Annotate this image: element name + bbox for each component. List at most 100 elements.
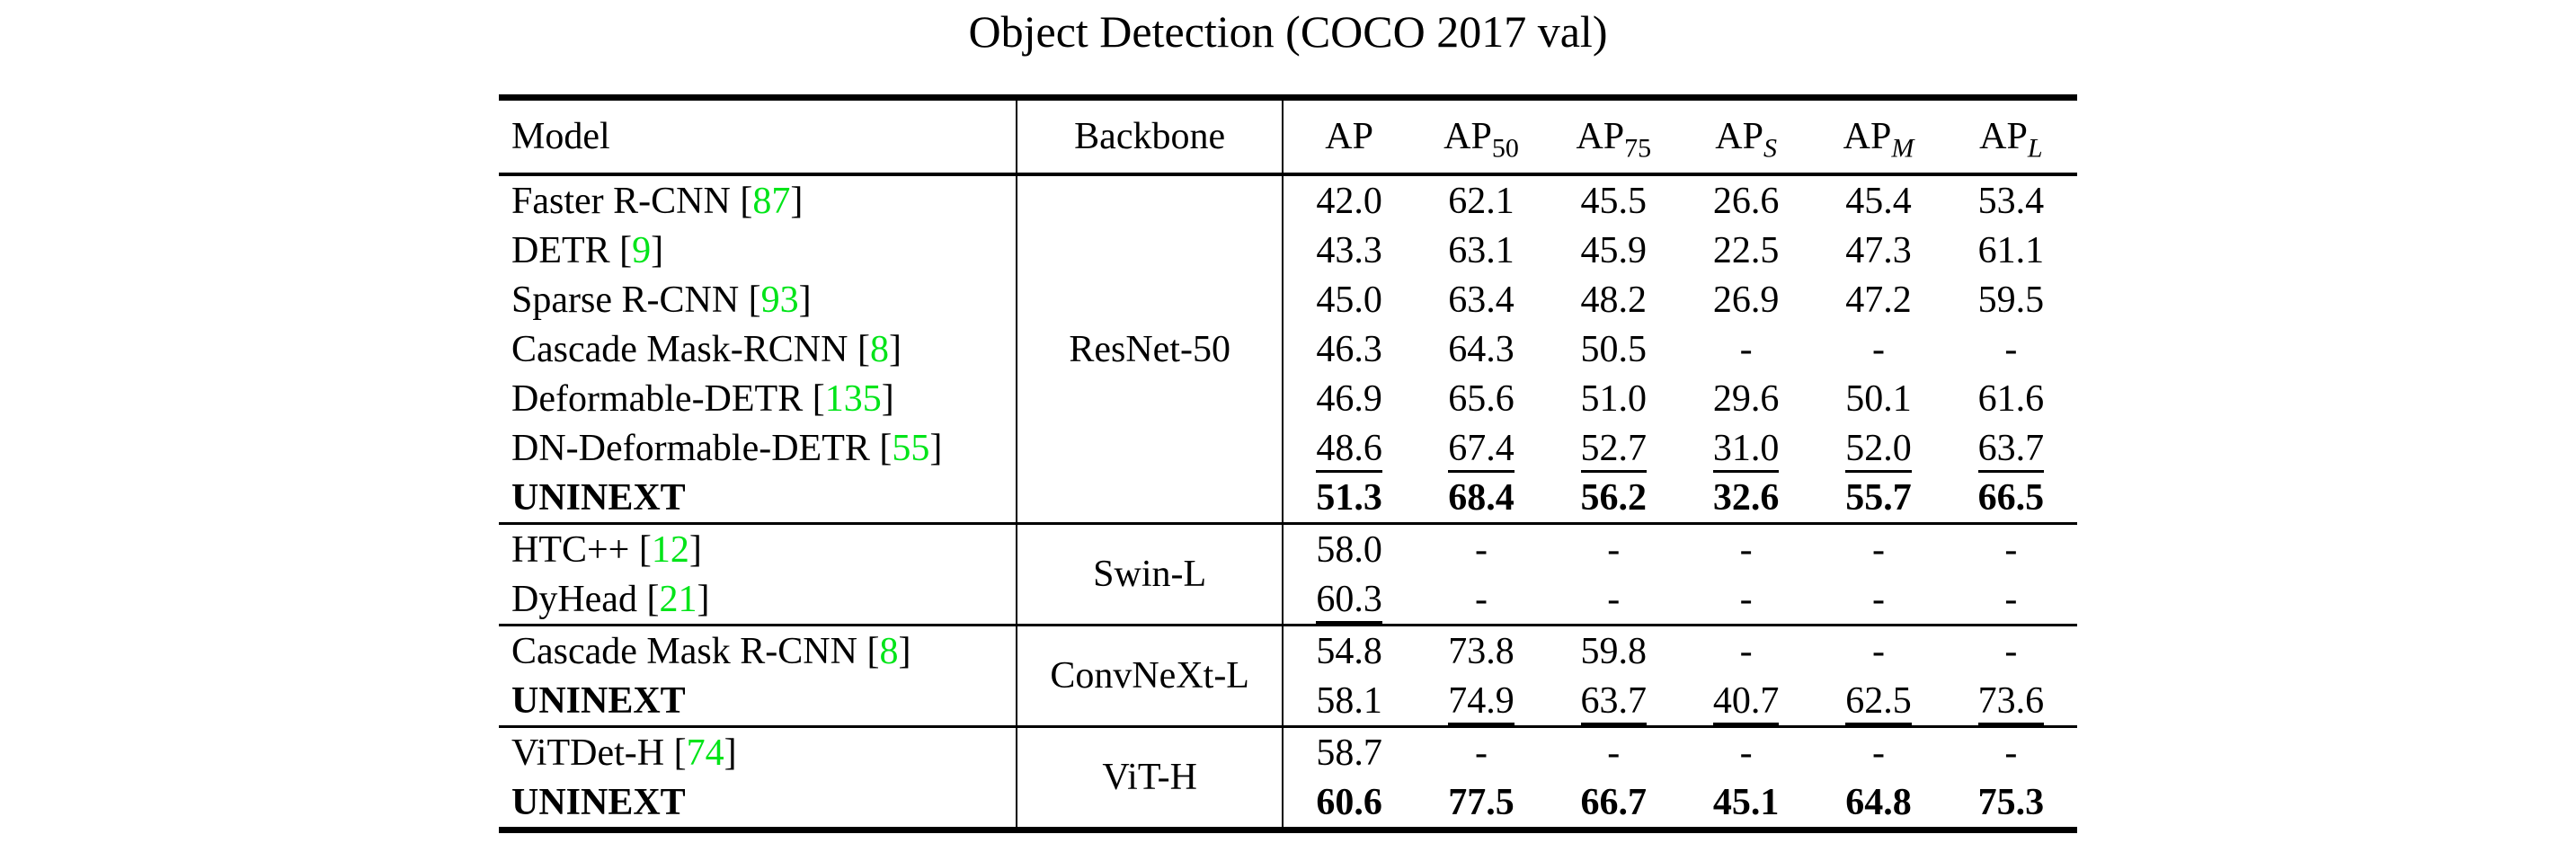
model-cell: UNINEXT	[499, 473, 1018, 524]
metric-value: -	[1871, 578, 1885, 620]
metric-value: 50.1	[1845, 377, 1912, 420]
column-header-aps: APS	[1679, 97, 1813, 176]
metric-value: 64.3	[1448, 328, 1515, 370]
metric-value: 66.7	[1580, 781, 1648, 823]
model-cell: Deformable-DETR [135]	[499, 374, 1018, 423]
model-cell: DETR [9]	[499, 226, 1018, 275]
metric-value: 51.3	[1316, 476, 1382, 519]
metric-value: 60.3	[1283, 574, 1415, 626]
metric-value: 63.1	[1448, 229, 1515, 271]
metric-value: -	[1547, 725, 1680, 777]
metric-value: 56.2	[1580, 476, 1648, 519]
metric-value: 67.4	[1415, 423, 1547, 473]
metric-value: 74.9	[1415, 676, 1547, 727]
model-cell: DN-Deformable-DETR [55]	[499, 423, 1018, 473]
metric-value: -	[1944, 624, 2077, 676]
metric-value: 65.6	[1448, 377, 1515, 420]
citation-bracket: [	[740, 180, 753, 222]
metric-value: 31.0	[1680, 423, 1812, 473]
metric-value: 54.8	[1282, 624, 1416, 676]
header-row: Model Backbone AP AP50 AP75 APS APM APL	[499, 97, 2077, 176]
citation-number: 8	[869, 328, 889, 370]
metric-value: 26.9	[1712, 279, 1780, 321]
table-row: UNINEXT 60.6 77.5 66.7 45.1 64.8 75.3	[499, 777, 2077, 830]
model-cell: Cascade Mask R-CNN [8]	[499, 624, 1018, 676]
metric-value: 45.5	[1580, 180, 1648, 222]
metric-value: 53.4	[1977, 180, 2045, 222]
metric-value: 52.0	[1812, 423, 1944, 473]
citation-bracket: [	[646, 578, 660, 620]
model-cell: Faster R-CNN [87]	[499, 174, 1018, 226]
metric-value: 63.7	[1945, 423, 2077, 473]
metric-value: -	[1607, 578, 1621, 620]
table-row: Sparse R-CNN [93] 45.0 63.4 48.2 26.9 47…	[499, 275, 2077, 324]
metric-value: 55.7	[1845, 476, 1912, 519]
table-row: HTC++ [12] Swin-L 58.0 - - - - -	[499, 522, 2077, 626]
citation-bracket: ]	[724, 732, 737, 774]
metric-value: 45.0	[1316, 279, 1382, 321]
metric-value: 61.1	[1977, 229, 2045, 271]
model-cell: ViTDet-H [74]	[499, 725, 1018, 777]
model-cell: UNINEXT	[499, 777, 1018, 830]
backbone-cell: Swin-L	[1017, 522, 1284, 626]
table-title: Object Detection (COCO 2017 val)	[968, 6, 1608, 57]
model-cell: UNINEXT	[499, 676, 1018, 727]
column-header-backbone: Backbone	[1017, 97, 1284, 176]
model-cell: DyHead [21]	[499, 574, 1018, 626]
metric-value: -	[1415, 522, 1548, 574]
metric-value: -	[1871, 328, 1885, 370]
table-row: DN-Deformable-DETR [55] 48.6 67.4 52.7 3…	[499, 423, 2077, 473]
citation-bracket: [	[879, 427, 893, 469]
metric-value: 60.6	[1316, 781, 1382, 823]
citation-bracket: ]	[688, 528, 702, 571]
backbone-cell: ViT-H	[1017, 725, 1284, 830]
metric-value: -	[1679, 624, 1813, 676]
metric-value: 46.9	[1316, 377, 1382, 420]
metric-value: 77.5	[1448, 781, 1515, 823]
metric-value: 45.1	[1712, 781, 1780, 823]
table-row: Deformable-DETR [135] 46.9 65.6 51.0 29.…	[499, 374, 2077, 423]
metric-value: 47.2	[1845, 279, 1912, 321]
column-header-apl: APL	[1944, 97, 2077, 176]
model-cell: Cascade Mask-RCNN [8]	[499, 324, 1018, 374]
citation-number: 93	[760, 279, 799, 321]
metric-value: 75.3	[1977, 781, 2045, 823]
metric-value: -	[1547, 522, 1680, 574]
citation-bracket: ]	[790, 180, 804, 222]
backbone-cell: ResNet-50	[1017, 174, 1284, 524]
column-header-ap75: AP75	[1547, 97, 1680, 176]
citation-bracket: [	[638, 528, 652, 571]
citation-bracket: [	[866, 630, 880, 672]
column-header-ap50: AP50	[1415, 97, 1548, 176]
citation-bracket: ]	[697, 578, 710, 620]
metric-value: 51.0	[1580, 377, 1648, 420]
metric-value: 73.6	[1945, 676, 2077, 727]
citation-number: 8	[879, 630, 899, 672]
metric-value: 62.1	[1448, 180, 1515, 222]
citation-bracket: [	[812, 377, 825, 420]
column-header-model: Model	[499, 97, 1018, 176]
metric-value: 43.3	[1316, 229, 1382, 271]
citation-bracket: ]	[798, 279, 812, 321]
metric-value: 73.8	[1415, 624, 1548, 676]
metric-value: 64.8	[1845, 781, 1912, 823]
results-table: Model Backbone AP AP50 AP75 APS APM APL …	[499, 94, 2077, 833]
metric-value: -	[1739, 578, 1753, 620]
citation-bracket: [	[748, 279, 761, 321]
metric-value: -	[1944, 725, 2077, 777]
metric-value: 52.7	[1548, 423, 1680, 473]
metric-value: 66.5	[1977, 476, 2045, 519]
table-row: UNINEXT 58.1 74.9 63.7 40.7 62.5 73.6	[499, 676, 2077, 727]
metric-value: 59.5	[1977, 279, 2045, 321]
metric-value: -	[2004, 328, 2018, 370]
citation-bracket: ]	[898, 630, 911, 672]
metric-value: -	[1679, 522, 1813, 574]
citation-number: 21	[659, 578, 697, 620]
citation-number: 74	[686, 732, 724, 774]
metric-value: 50.5	[1580, 328, 1648, 370]
metric-value: 68.4	[1448, 476, 1515, 519]
table-row: UNINEXT 51.3 68.4 56.2 32.6 55.7 66.5	[499, 473, 2077, 524]
metric-value: 46.3	[1316, 328, 1382, 370]
citation-bracket: ]	[929, 427, 943, 469]
metric-value: 48.2	[1580, 279, 1648, 321]
